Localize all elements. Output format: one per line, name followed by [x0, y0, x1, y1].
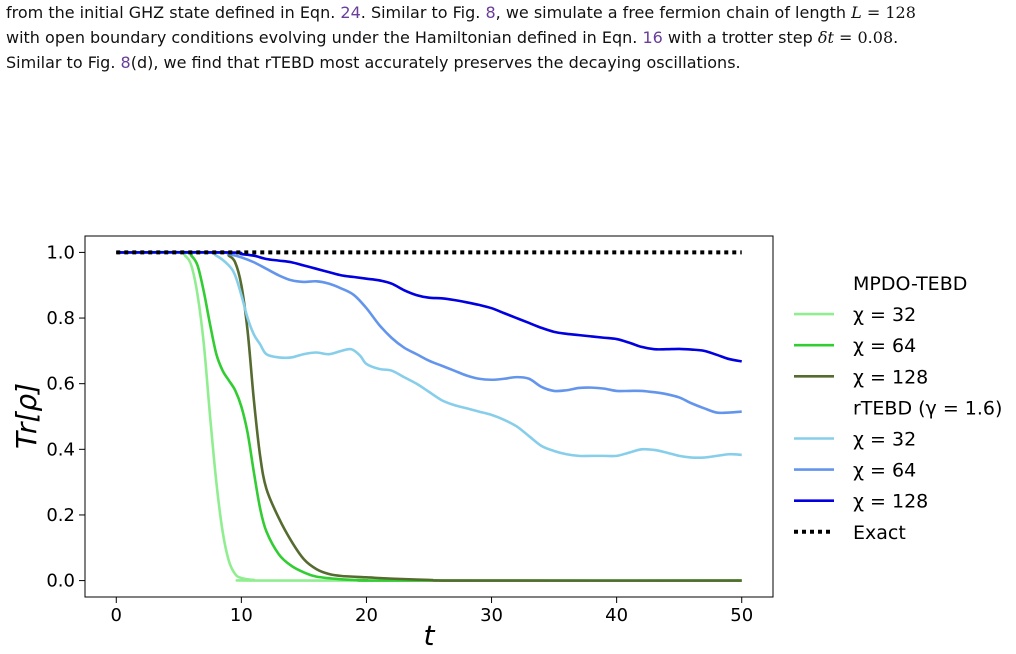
- caption-text: , we simulate a free fermion chain of le…: [495, 3, 852, 22]
- series-line-6: [116, 250, 742, 363]
- series-line-4: [116, 250, 742, 460]
- caption: from the initial GHZ state defined in Eq…: [6, 0, 1006, 75]
- caption-line-3: Similar to Fig. 8(d), we find that rTEBD…: [6, 50, 1006, 75]
- series-line-2: [116, 250, 742, 582]
- series-layer: [116, 250, 742, 582]
- caption-text: .: [893, 28, 899, 47]
- x-axis-label: t: [424, 619, 436, 652]
- y-tick-label: 0.0: [46, 571, 75, 592]
- legend-label: χ = 64: [853, 460, 916, 482]
- legend-label: χ = 128: [853, 491, 928, 513]
- math-symbol: δt: [817, 28, 834, 47]
- legend-group-title: MPDO-TEBD: [853, 273, 967, 295]
- x-tick-label: 50: [730, 605, 753, 626]
- legend-group-title: rTEBD (γ = 1.6): [853, 397, 1002, 419]
- y-axis-label: Tr[ρ]: [10, 383, 43, 449]
- math-expression: δt = 0.08: [818, 28, 893, 47]
- legend-label: χ = 32: [853, 429, 916, 451]
- legend-label: χ = 64: [853, 335, 916, 357]
- y-tick-label: 0.8: [46, 308, 75, 329]
- y-tick-label: 0.2: [46, 505, 75, 526]
- caption-text: Similar to Fig.: [6, 53, 121, 72]
- math-value: = 0.08: [833, 28, 894, 47]
- equation-ref-link[interactable]: 16: [642, 28, 663, 47]
- y-tick-label: 1.0: [46, 242, 75, 263]
- figure-ref-link[interactable]: 8: [485, 3, 496, 22]
- x-tick-label: 20: [355, 605, 378, 626]
- x-tick-label: 10: [230, 605, 253, 626]
- legend-label: Exact: [853, 522, 906, 544]
- y-tick-label: 0.4: [46, 439, 75, 460]
- caption-text: with open boundary conditions evolving u…: [6, 28, 643, 47]
- legend-label: χ = 128: [853, 366, 928, 388]
- x-tick-label: 0: [111, 605, 122, 626]
- y-tick-label: 0.6: [46, 374, 75, 395]
- ticks-layer: 0 10 20 30 40 50 0.0 0.2 0.4 0.6 0.8 1.0: [46, 242, 753, 626]
- caption-text: from the initial GHZ state defined in Eq…: [6, 3, 341, 22]
- caption-text: . Similar to Fig.: [360, 3, 486, 22]
- math-expression: L = 128: [851, 3, 916, 22]
- series-line-5: [116, 250, 742, 415]
- figure-ref-link[interactable]: 8: [120, 53, 131, 72]
- caption-text: with a trotter step: [662, 28, 818, 47]
- legend: MPDO-TEBD χ = 32 χ = 64 χ = 128 rTEBD (γ = 1…: [794, 273, 1002, 544]
- x-tick-label: 40: [605, 605, 628, 626]
- x-tick-label: 30: [480, 605, 503, 626]
- series-line-1: [116, 250, 742, 582]
- series-line-3: [116, 250, 742, 582]
- math-symbol: L: [851, 3, 862, 22]
- legend-label: χ = 32: [853, 304, 916, 326]
- caption-line-1: from the initial GHZ state defined in Eq…: [6, 0, 1006, 25]
- plot-frame: [84, 235, 774, 598]
- math-value: = 128: [861, 3, 916, 22]
- caption-text: (d), we find that rTEBD most accurately …: [130, 53, 741, 72]
- caption-line-2: with open boundary conditions evolving u…: [6, 25, 1006, 50]
- equation-ref-link[interactable]: 24: [340, 3, 361, 22]
